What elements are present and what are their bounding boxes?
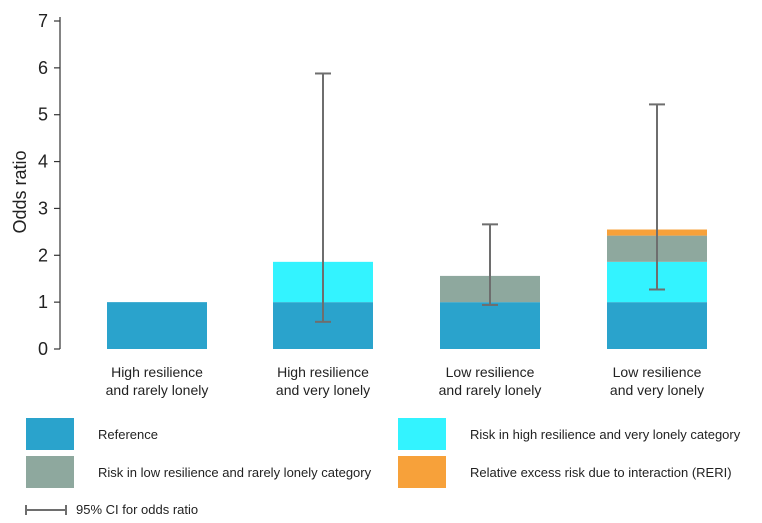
y-tick-label: 0 — [38, 339, 48, 359]
legend-item-reference: Reference — [26, 418, 158, 450]
legend-item-reri: Relative excess risk due to interaction … — [398, 456, 732, 488]
legend-label-low-resilience-rarely-lonely: Risk in low resilience and rarely lonely… — [98, 464, 372, 480]
legend-swatch-reri — [398, 456, 446, 488]
legend-label-ci: 95% CI for odds ratio — [76, 502, 199, 517]
x-category-label: High resilience — [277, 364, 369, 380]
y-tick-label: 4 — [38, 152, 48, 172]
x-category-label: and very lonely — [610, 382, 704, 398]
legend-label-high-resilience-very-lonely: Risk in high resilience and very lonely … — [470, 426, 741, 442]
legend-swatch-reference — [26, 418, 74, 450]
y-tick-label: 1 — [38, 292, 48, 312]
x-category-label: High resilience — [111, 364, 203, 380]
x-category-label: and rarely lonely — [106, 382, 209, 398]
ci-whisker-icon — [25, 504, 67, 515]
x-category-label: Low resilience — [613, 364, 702, 380]
legend-swatch-low-resilience-rarely-lonely — [26, 456, 74, 488]
y-tick-label: 5 — [38, 105, 48, 125]
legend-swatch-high-resilience-very-lonely — [398, 418, 446, 450]
y-tick-label: 6 — [38, 58, 48, 78]
y-tick-label: 3 — [38, 198, 48, 218]
bar-segment-reference — [107, 302, 207, 349]
legend-item-high-resilience-very-lonely: Risk in high resilience and very lonely … — [398, 418, 740, 450]
legend: Reference Risk in high resilience and ve… — [0, 410, 762, 523]
y-axis-title: Odds ratio — [10, 150, 30, 233]
legend-label-reri: Relative excess risk due to interaction … — [470, 464, 732, 480]
y-tick-label: 2 — [38, 245, 48, 265]
y-tick-label: 7 — [38, 11, 48, 31]
bar-segment-reference — [440, 302, 540, 349]
legend-item-low-resilience-rarely-lonely: Risk in low resilience and rarely lonely… — [26, 456, 371, 488]
chart: 0 1 2 3 4 5 6 7 High resilience and rarely lonel… — [10, 11, 707, 398]
bar-segment-reference — [607, 302, 707, 349]
x-category-label: and rarely lonely — [439, 382, 542, 398]
x-category-label: and very lonely — [276, 382, 370, 398]
legend-item-ci: 95% CI for odds ratio — [24, 502, 198, 517]
legend-label-reference: Reference — [98, 426, 158, 442]
x-category-label: Low resilience — [446, 364, 535, 380]
